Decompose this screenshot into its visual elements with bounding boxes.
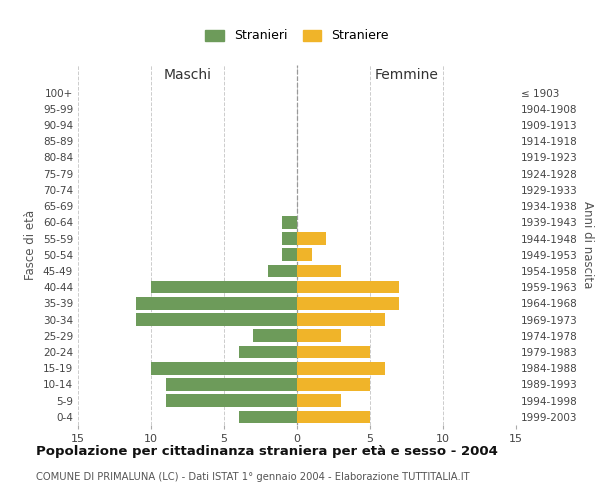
- Bar: [297, 378, 370, 391]
- Bar: [239, 410, 297, 423]
- Bar: [136, 314, 297, 326]
- Bar: [297, 346, 370, 358]
- Bar: [297, 410, 370, 423]
- Bar: [297, 281, 399, 293]
- Bar: [239, 346, 297, 358]
- Bar: [151, 281, 297, 293]
- Bar: [253, 330, 297, 342]
- Bar: [166, 378, 297, 391]
- Bar: [297, 264, 341, 278]
- Bar: [283, 216, 297, 228]
- Bar: [166, 394, 297, 407]
- Text: Maschi: Maschi: [163, 68, 212, 82]
- Bar: [297, 248, 311, 261]
- Text: Femmine: Femmine: [374, 68, 439, 82]
- Bar: [297, 362, 385, 374]
- Bar: [136, 297, 297, 310]
- Bar: [297, 314, 385, 326]
- Bar: [297, 394, 341, 407]
- Bar: [151, 362, 297, 374]
- Bar: [297, 232, 326, 245]
- Bar: [297, 297, 399, 310]
- Text: COMUNE DI PRIMALUNA (LC) - Dati ISTAT 1° gennaio 2004 - Elaborazione TUTTITALIA.: COMUNE DI PRIMALUNA (LC) - Dati ISTAT 1°…: [36, 472, 470, 482]
- Bar: [283, 248, 297, 261]
- Bar: [283, 232, 297, 245]
- Bar: [297, 330, 341, 342]
- Y-axis label: Anni di nascita: Anni di nascita: [581, 202, 594, 288]
- Y-axis label: Fasce di età: Fasce di età: [25, 210, 37, 280]
- Text: Popolazione per cittadinanza straniera per età e sesso - 2004: Popolazione per cittadinanza straniera p…: [36, 445, 498, 458]
- Bar: [268, 264, 297, 278]
- Legend: Stranieri, Straniere: Stranieri, Straniere: [200, 24, 394, 48]
